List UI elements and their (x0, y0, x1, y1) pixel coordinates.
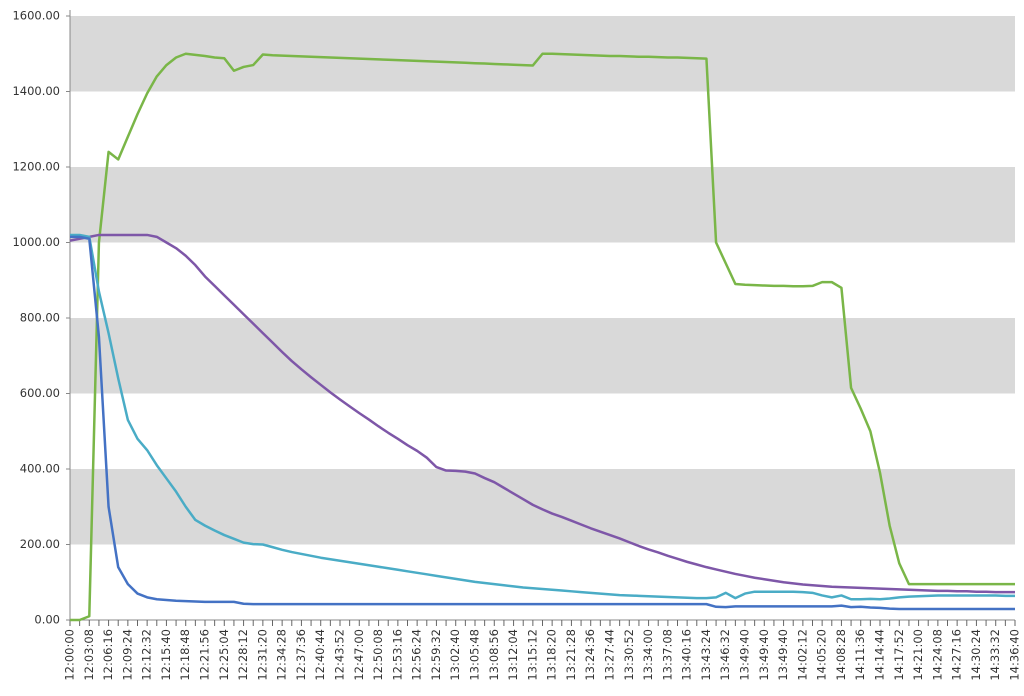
x-tick-label: 14:02:12 (795, 629, 809, 681)
x-tick-label: 12:31:20 (255, 629, 269, 681)
x-tick-label: 13:49:40 (757, 629, 771, 681)
x-tick-label: 13:46:32 (718, 629, 732, 681)
y-tick-label: 200.00 (20, 537, 60, 551)
x-tick-label: 13:18:20 (545, 629, 559, 681)
x-tick-label: 12:50:08 (371, 629, 385, 681)
x-tick-label: 13:49:40 (776, 629, 790, 681)
y-tick-label: 800.00 (20, 311, 60, 325)
x-tick-label: 13:30:52 (622, 629, 636, 681)
x-tick-label: 12:53:16 (390, 629, 404, 681)
x-tick-label: 12:03:08 (82, 629, 96, 681)
x-tick-label: 13:43:24 (699, 629, 713, 681)
x-tick-label: 12:15:40 (159, 629, 173, 681)
x-tick-label: 14:24:08 (930, 629, 944, 681)
x-tick-label: 12:28:12 (236, 629, 250, 681)
x-tick-label: 13:40:16 (680, 629, 694, 681)
grid-band (70, 167, 1015, 243)
x-tick-label: 12:18:48 (178, 629, 192, 681)
x-tick-label: 12:25:04 (217, 629, 231, 681)
series-line (70, 235, 1015, 611)
y-tick-label: 1600.00 (12, 9, 60, 23)
x-tick-label: 13:05:48 (468, 629, 482, 681)
x-tick-label: 14:17:52 (892, 629, 906, 681)
x-tick-label: 13:12:04 (506, 629, 520, 681)
y-tick-label: 400.00 (20, 462, 60, 476)
grid-band (70, 469, 1015, 545)
x-tick-label: 14:27:16 (950, 629, 964, 681)
x-tick-label: 12:21:56 (198, 629, 212, 681)
x-tick-label: 12:06:16 (101, 629, 115, 681)
series-line (70, 52, 1015, 622)
x-tick-label: 14:08:28 (834, 629, 848, 681)
x-tick-label: 12:34:28 (275, 629, 289, 681)
x-tick-label: 14:14:44 (873, 629, 887, 681)
y-tick-label: 1200.00 (12, 160, 60, 174)
x-tick-label: 13:27:44 (603, 629, 617, 681)
x-tick-label: 12:59:32 (429, 629, 443, 681)
x-tick-label: 14:11:36 (853, 629, 867, 681)
x-tick-label: 12:12:32 (140, 629, 154, 681)
x-tick-label: 12:37:36 (294, 629, 308, 681)
x-tick-label: 13:02:40 (448, 629, 462, 681)
x-tick-label: 13:34:00 (641, 629, 655, 681)
x-tick-label: 14:21:00 (911, 629, 925, 681)
series-line (70, 233, 1015, 601)
x-tick-label: 12:47:00 (352, 629, 366, 681)
x-tick-label: 13:08:56 (487, 629, 501, 681)
x-tick-label: 12:56:24 (410, 629, 424, 681)
x-tick-label: 14:33:32 (988, 629, 1002, 681)
series-line (69, 233, 1015, 594)
x-tick-label: 13:21:28 (564, 629, 578, 681)
y-tick-label: 1400.00 (12, 84, 60, 98)
x-tick-label: 13:24:36 (583, 629, 597, 681)
y-tick-label: 1000.00 (12, 235, 60, 249)
x-tick-label: 14:05:20 (815, 629, 829, 681)
x-tick-label: 14:30:24 (969, 629, 983, 681)
x-tick-label: 13:15:12 (525, 629, 539, 681)
x-tick-label: 12:43:52 (333, 629, 347, 681)
x-tick-label: 12:40:44 (313, 629, 327, 681)
x-tick-label: 12:09:24 (120, 629, 134, 681)
y-tick-label: 0.00 (34, 613, 60, 627)
grid-band (70, 318, 1015, 394)
x-tick-label: 13:37:08 (660, 629, 674, 681)
y-tick-label: 600.00 (20, 386, 60, 400)
x-tick-label: 14:36:40 (1008, 629, 1022, 681)
x-tick-label: 12:00:00 (63, 629, 77, 681)
x-tick-label: 13:49:40 (738, 629, 752, 681)
